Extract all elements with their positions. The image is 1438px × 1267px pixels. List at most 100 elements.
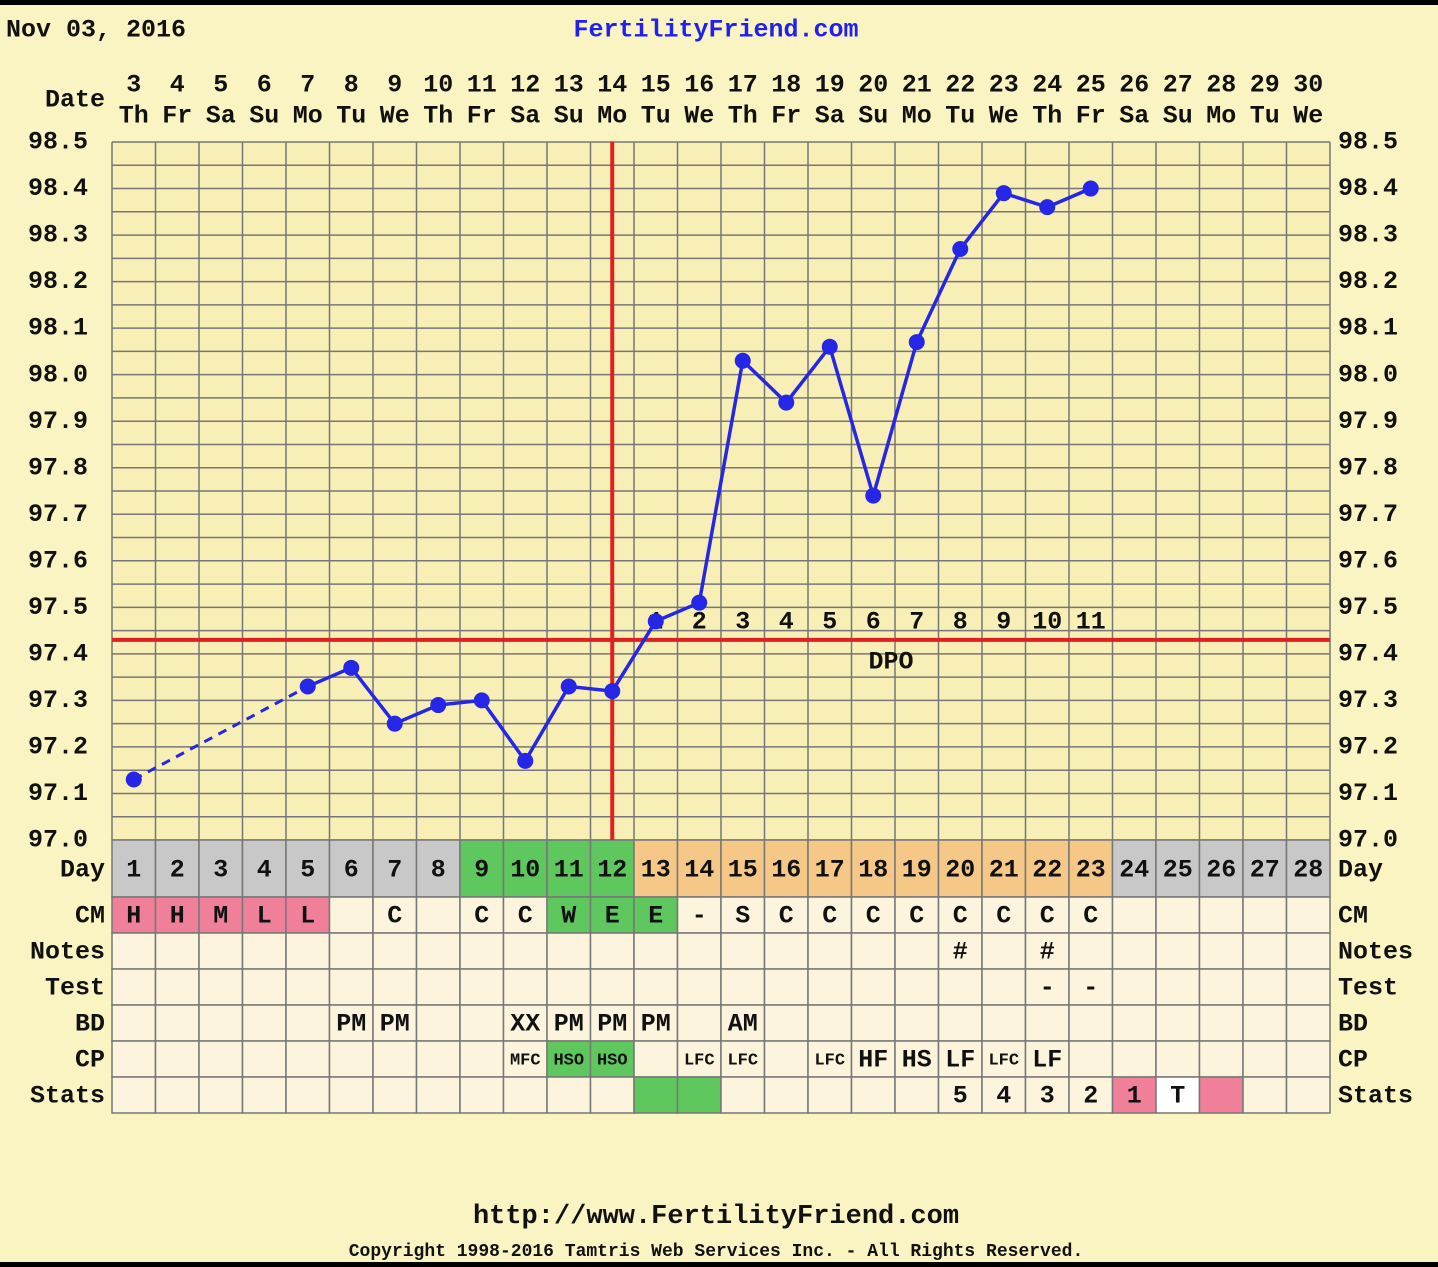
dpo-number: 5: [822, 608, 837, 637]
cycle-day: 25: [1163, 856, 1193, 885]
temperature-point: [995, 185, 1012, 202]
table-cell: [1155, 968, 1201, 1006]
table-cell: [285, 1004, 331, 1042]
y-tick-label: 98.0: [28, 360, 88, 389]
date-number: 9: [387, 71, 402, 100]
y-tick-label: 97.2: [28, 733, 88, 762]
cell-value: 1: [1127, 1082, 1142, 1111]
table-cell: [546, 932, 592, 970]
cell-value: HSO: [597, 1051, 628, 1070]
table-cell: [459, 968, 505, 1006]
table-cell: [241, 932, 287, 970]
date-number: 24: [1032, 71, 1062, 100]
cell-value: C: [996, 902, 1011, 931]
cycle-day: 10: [510, 856, 540, 885]
table-cell: [1242, 1004, 1288, 1042]
cycle-day: 23: [1076, 856, 1106, 885]
row-label: Stats: [30, 1082, 105, 1111]
cycle-day: 4: [257, 856, 272, 885]
row-label: CM: [75, 902, 105, 931]
date-label: Date: [45, 86, 105, 115]
row-label: Test: [45, 974, 105, 1003]
weekday: Su: [249, 102, 279, 131]
y-tick-label: 98.4: [28, 174, 88, 203]
table-cell: [285, 1040, 331, 1078]
table-cell: [1155, 896, 1201, 934]
temperature-point: [604, 683, 621, 700]
cell-value: LFC: [988, 1051, 1019, 1070]
site-title: FertilityFriend.com: [573, 16, 858, 45]
temperature-point: [517, 752, 534, 769]
weekday: Mo: [902, 102, 932, 131]
y-tick-label: 97.8: [28, 453, 88, 482]
date-number: 29: [1250, 71, 1280, 100]
temperature-point: [1082, 180, 1099, 197]
cycle-day: 5: [300, 856, 315, 885]
table-cell: [1024, 896, 1070, 934]
cell-value: -: [692, 902, 707, 931]
table-cell: [1242, 896, 1288, 934]
table-cell: [198, 968, 244, 1006]
cell-value: #: [1040, 938, 1055, 967]
table-cell: [198, 1004, 244, 1042]
cell-value: E: [605, 902, 620, 931]
day-cell: [720, 839, 766, 898]
table-cell: [937, 968, 983, 1006]
weekday: We: [684, 102, 714, 131]
cell-value: HSO: [553, 1051, 584, 1070]
y-tick-label-right: 97.0: [1338, 826, 1398, 855]
cell-value: -: [1083, 974, 1098, 1003]
temperature-point: [560, 678, 577, 695]
temperature-point: [778, 394, 795, 411]
table-cell: [502, 932, 548, 970]
cycle-day: 26: [1206, 856, 1236, 885]
table-cell: [676, 1004, 722, 1042]
weekday: Su: [554, 102, 584, 131]
table-cell: [1285, 1076, 1331, 1114]
table-cell: [720, 968, 766, 1006]
weekday: We: [380, 102, 410, 131]
cell-value: W: [561, 902, 576, 931]
cell-value: XX: [510, 1010, 540, 1039]
table-cell: [850, 968, 896, 1006]
cycle-day: 7: [387, 856, 402, 885]
date-number: 12: [510, 71, 540, 100]
table-cell: [154, 932, 200, 970]
table-cell: [850, 1004, 896, 1042]
table-cell: [372, 932, 418, 970]
cell-value: PM: [380, 1010, 410, 1039]
gap-connector: [133, 685, 309, 781]
cell-value: MFC: [510, 1051, 541, 1070]
table-cell: [1198, 896, 1244, 934]
table-cell: [285, 1076, 331, 1114]
cycle-day: 27: [1250, 856, 1280, 885]
day-cell: [807, 839, 853, 898]
table-cell: [807, 968, 853, 1006]
day-cell: [198, 839, 244, 898]
bottom-bar: [0, 1262, 1438, 1267]
row-label-right: Test: [1338, 974, 1398, 1003]
table-cell: [1155, 1004, 1201, 1042]
table-cell: [459, 1076, 505, 1114]
y-tick-label: 97.3: [28, 686, 88, 715]
table-cell: [633, 1004, 679, 1042]
table-cell: [241, 1040, 287, 1078]
table-cell: [459, 932, 505, 970]
weekday: Mo: [597, 102, 627, 131]
y-tick-label-right: 98.1: [1338, 314, 1398, 343]
weekday: Sa: [815, 102, 845, 131]
table-cell: [1285, 896, 1331, 934]
table-cell: [415, 932, 461, 970]
weekday: Fr: [771, 102, 801, 131]
temperature-point: [343, 659, 360, 676]
row-label-right: Day: [1338, 856, 1383, 885]
date-number: 13: [554, 71, 584, 100]
table-cell: [633, 932, 679, 970]
table-cell: [1285, 968, 1331, 1006]
dpo-label: DPO: [868, 648, 913, 677]
table-cell: [1242, 932, 1288, 970]
table-cell: [1024, 932, 1070, 970]
table-cell: [502, 1004, 548, 1042]
cycle-day: 1: [126, 856, 141, 885]
date-number: 15: [641, 71, 671, 100]
